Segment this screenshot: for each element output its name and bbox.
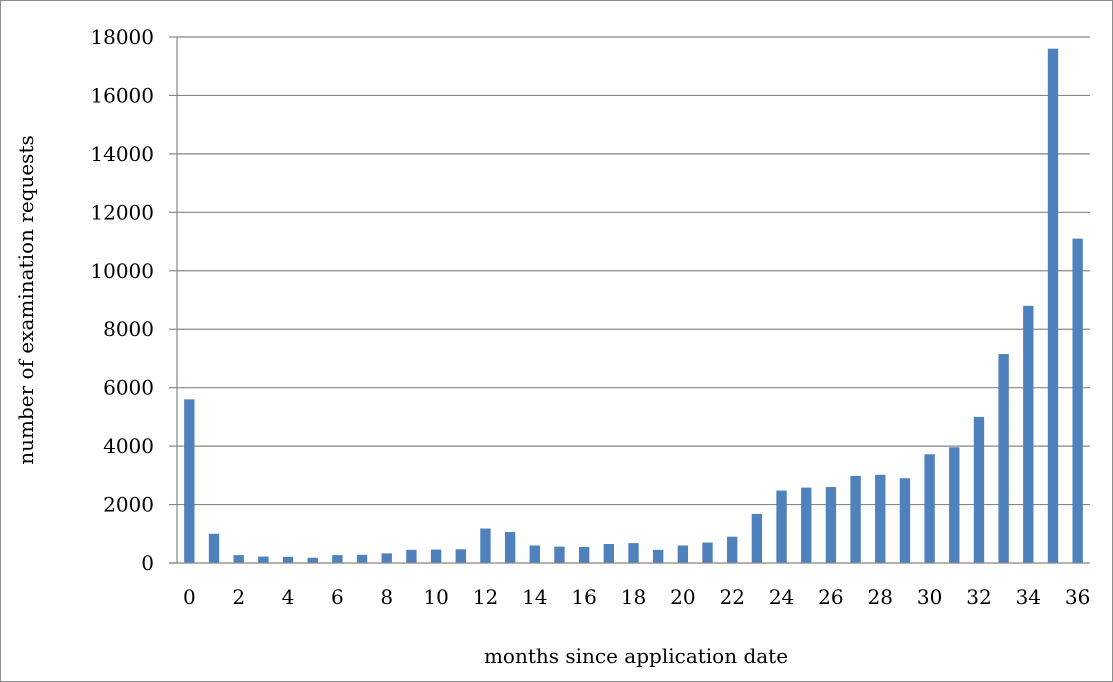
- x-tick-label: 0: [183, 585, 196, 609]
- x-tick-label: 18: [621, 585, 646, 609]
- bar-month-15: [554, 546, 565, 563]
- bar-month-9: [406, 549, 417, 563]
- y-tick-label: 12000: [90, 200, 154, 224]
- x-tick-label: 24: [769, 585, 794, 609]
- bar-month-31: [949, 447, 960, 563]
- bar-month-24: [776, 490, 787, 563]
- x-tick-label: 8: [380, 585, 393, 609]
- x-tick-labels: 0 2 4 6 8 10 12 14 16 18 20 22 24 26 28 30 32 34 36: [183, 585, 1090, 609]
- bar-month-27: [850, 475, 861, 563]
- bar-month-32: [973, 416, 985, 563]
- bar-month-21: [702, 542, 713, 563]
- y-tick-label: 6000: [103, 376, 154, 400]
- x-tick-label: 34: [1016, 585, 1041, 609]
- x-tick-label: 6: [331, 585, 344, 609]
- x-tick-label: 4: [282, 585, 295, 609]
- y-tick-label: 16000: [90, 83, 154, 107]
- axes: [169, 36, 1090, 564]
- x-tick-label: 10: [423, 585, 448, 609]
- bar-month-2: [233, 555, 244, 563]
- y-axis-title: number of examination requests: [14, 135, 38, 464]
- x-tick-label: 20: [670, 585, 695, 609]
- bar-month-28: [875, 474, 886, 563]
- x-tick-label: 22: [719, 585, 744, 609]
- x-tick-label: 12: [473, 585, 498, 609]
- gridlines: [177, 36, 1090, 506]
- bar-month-26: [825, 487, 837, 563]
- x-tick-label: 36: [1065, 585, 1090, 609]
- y-tick-label: 4000: [103, 434, 154, 458]
- x-tick-label: 16: [571, 585, 596, 609]
- x-tick-label: 2: [232, 585, 245, 609]
- bar-month-33: [998, 354, 1009, 563]
- y-tick-label: 2000: [103, 493, 154, 517]
- bar-month-36: [1072, 238, 1083, 563]
- bar-month-5: [307, 557, 318, 563]
- bar-month-35: [1047, 48, 1059, 563]
- y-tick-label: 0: [141, 551, 154, 575]
- bars: [184, 48, 1083, 563]
- bar-month-18: [628, 543, 639, 563]
- x-tick-label: 30: [917, 585, 942, 609]
- bar-month-4: [282, 556, 294, 563]
- bar-month-11: [455, 549, 466, 563]
- bar-month-10: [430, 549, 442, 563]
- x-tick-label: 26: [818, 585, 843, 609]
- bar-month-8: [381, 553, 392, 563]
- bar-month-19: [652, 549, 664, 563]
- bar-month-7: [356, 554, 368, 563]
- x-tick-label: 28: [868, 585, 893, 609]
- bar-month-20: [677, 545, 689, 563]
- bar-month-16: [578, 546, 590, 563]
- bar-month-22: [727, 536, 738, 563]
- bar-month-13: [504, 532, 516, 563]
- bar-month-17: [603, 544, 615, 563]
- bar-month-6: [332, 555, 343, 563]
- x-tick-label: 32: [966, 585, 991, 609]
- y-tick-label: 18000: [90, 25, 154, 49]
- bar-month-30: [924, 454, 935, 563]
- bar-month-29: [899, 478, 911, 563]
- bar-month-12: [480, 528, 491, 563]
- bar-month-34: [1023, 305, 1034, 563]
- x-axis-title: months since application date: [484, 644, 788, 668]
- bar-month-0: [184, 399, 195, 563]
- y-tick-label: 14000: [90, 142, 154, 166]
- bar-month-25: [801, 487, 812, 563]
- y-tick-labels: 0 2000 4000 6000 8000 10000 12000 14000 16000 180…: [90, 25, 154, 575]
- bar-month-14: [529, 545, 540, 563]
- x-tick-label: 14: [522, 585, 547, 609]
- bar-month-23: [751, 513, 763, 563]
- bar-month-1: [208, 533, 220, 563]
- y-tick-label: 10000: [90, 259, 154, 283]
- bar-month-3: [258, 556, 269, 563]
- y-tick-label: 8000: [103, 317, 154, 341]
